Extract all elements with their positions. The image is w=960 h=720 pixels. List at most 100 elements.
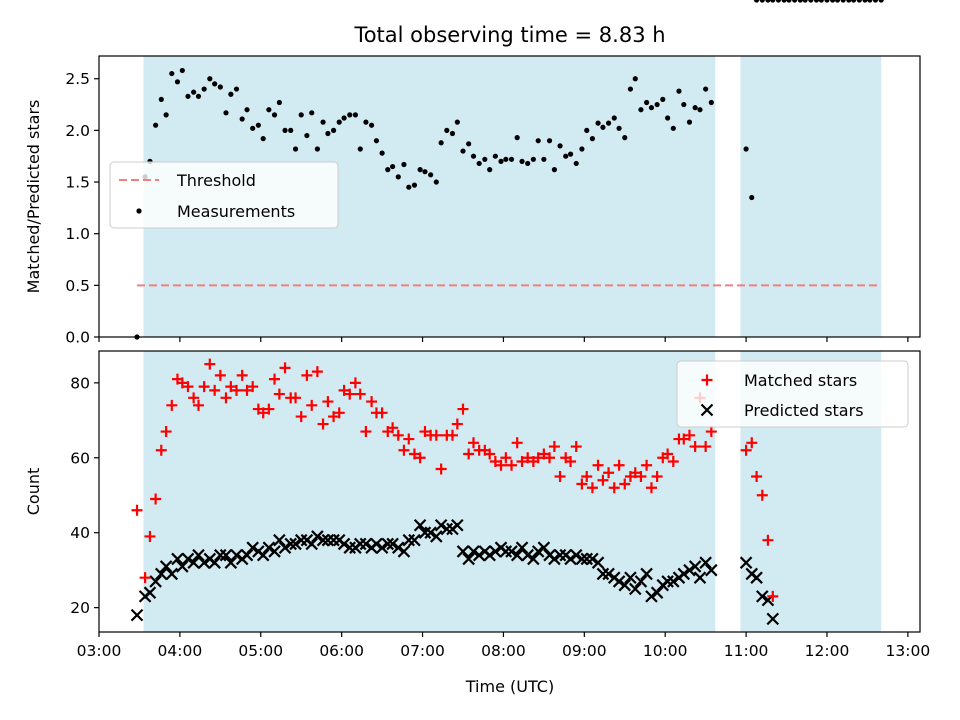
measurement-point [185, 93, 191, 99]
predicted-star-marker [440, 522, 454, 536]
matched-star-marker [131, 504, 143, 516]
matched-star-marker [139, 572, 151, 584]
measurement-point [595, 120, 601, 126]
matched-star-marker [247, 381, 259, 393]
measurement-point [260, 136, 266, 142]
x-tick-label: 09:00 [562, 642, 607, 660]
predicted-star-marker [602, 567, 615, 581]
matched-star-marker [548, 441, 560, 453]
matched-star-marker [322, 396, 334, 408]
matched-star-marker [188, 392, 200, 404]
predicted-star-marker [294, 533, 308, 547]
predicted-star-marker [208, 556, 221, 569]
predicted-star-marker [284, 537, 297, 551]
measurement-point [818, 0, 824, 3]
measurement-point [379, 150, 385, 156]
x-tick-label: 08:00 [481, 642, 526, 660]
predicted-star-marker [197, 556, 211, 569]
matched-star-marker [511, 437, 523, 449]
predicted-star-marker [739, 556, 753, 569]
predicted-star-marker [370, 537, 383, 551]
legend-box [109, 161, 339, 229]
matched-star-marker [762, 534, 774, 546]
measurement-point [498, 158, 504, 164]
matched-star-marker [613, 459, 625, 471]
predicted-star-marker [165, 567, 179, 581]
matched-star-marker [538, 448, 550, 460]
matched-star-marker [468, 437, 480, 449]
predicted-star-marker [402, 533, 416, 547]
measurement-point [266, 107, 272, 113]
matched-star-marker [576, 478, 588, 490]
measurement-point [191, 89, 197, 95]
matched-star-marker [484, 448, 496, 460]
matched-star-marker [506, 459, 518, 471]
measurement-point [563, 153, 569, 159]
y-tick-label: 40 [70, 524, 90, 542]
x-tick-label: 07:00 [400, 642, 445, 660]
legend-matched-swatch [701, 374, 713, 386]
matched-star-marker [641, 459, 653, 471]
matched-star-marker [740, 444, 752, 456]
predicted-star-marker [667, 575, 680, 588]
measurement-point [363, 119, 369, 125]
measurement-point [541, 156, 547, 162]
matched-star-marker [403, 433, 415, 445]
predicted-star-marker [262, 541, 276, 554]
measurement-point [153, 122, 159, 128]
measurement-point [676, 88, 682, 94]
matched-star-marker [683, 429, 695, 441]
chart-title: Total observing time = 8.83 h [353, 23, 665, 47]
measurement-point [179, 67, 185, 74]
measurement-point [644, 99, 650, 106]
predicted-star-marker [661, 575, 674, 588]
predicted-star-marker [187, 556, 200, 569]
measurement-point [330, 127, 337, 133]
legend: Threshold Measurements [109, 161, 339, 229]
measurement-point [395, 174, 401, 180]
measurement-point [686, 119, 693, 125]
legend-measurement-swatch [136, 208, 142, 214]
predicted-star-marker [240, 548, 254, 562]
measurement-point [309, 110, 315, 116]
matched-star-marker [451, 418, 463, 430]
measurement-point [622, 135, 628, 141]
matched-star-marker [333, 407, 345, 419]
matched-star-marker [241, 384, 253, 396]
predicted-star-marker [408, 533, 421, 547]
predicted-star-marker [693, 571, 707, 584]
y-tick-label: 1.5 [65, 174, 90, 192]
matched-star-marker [500, 452, 512, 464]
predicted-star-marker [553, 548, 567, 562]
measurement-point [797, 0, 803, 3]
measurement-point [460, 148, 466, 154]
predicted-star-marker [192, 548, 205, 562]
predicted-star-marker [510, 548, 524, 562]
predicted-star-marker [321, 533, 335, 547]
measurement-point [681, 101, 687, 108]
measurement-point [792, 0, 798, 3]
x-tick-label: 05:00 [238, 642, 283, 660]
measurement-point [530, 156, 536, 162]
predicted-star-marker [316, 533, 330, 547]
measurement-point [163, 112, 169, 118]
measurement-point [557, 143, 563, 149]
matched-star-marker [344, 388, 356, 400]
predicted-star-marker [705, 563, 718, 577]
y-tick-label: 20 [70, 599, 90, 617]
matched-star-marker [767, 590, 779, 602]
matched-star-marker [214, 369, 226, 381]
matched-star-marker [306, 399, 318, 411]
predicted-star-marker [155, 567, 168, 581]
matched-star-marker [586, 482, 598, 494]
matched-star-marker [150, 493, 162, 505]
matched-star-marker [608, 482, 620, 494]
predicted-star-marker [624, 571, 637, 584]
predicted-star-marker [634, 575, 648, 588]
measurement-point [638, 107, 644, 113]
predicted-star-marker [683, 563, 696, 577]
measurement-point [654, 101, 660, 108]
measurement-point [665, 115, 671, 121]
measurement-point [867, 0, 873, 3]
predicted-star-marker [386, 537, 399, 551]
